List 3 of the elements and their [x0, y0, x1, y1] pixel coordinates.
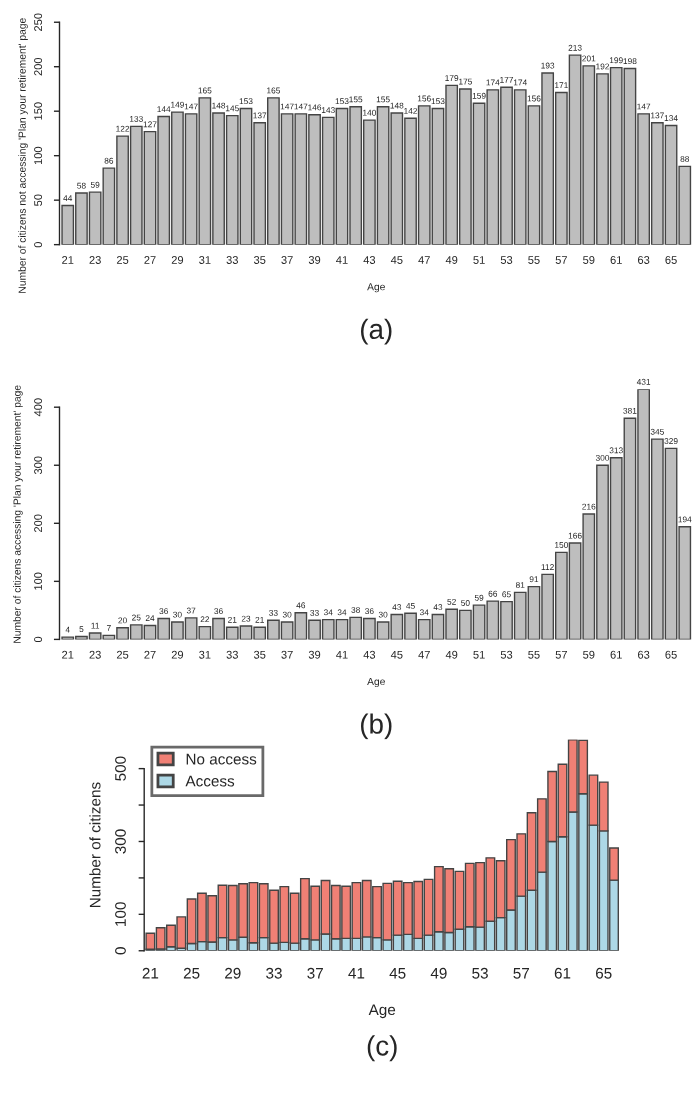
- text: (a): [361, 318, 392, 345]
- text: (c): [367, 1035, 397, 1062]
- text: (b): [361, 713, 392, 740]
